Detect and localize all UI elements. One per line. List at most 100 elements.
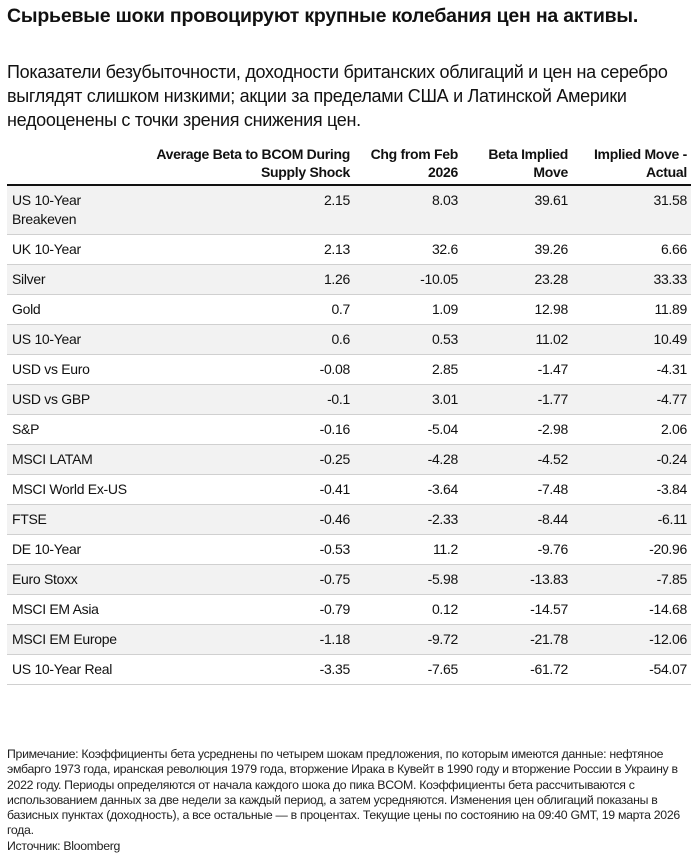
table-cell: -4.77 xyxy=(572,384,691,415)
table-row: Gold 0.7 1.09 12.98 11.89 xyxy=(7,294,691,325)
row-label: US 10-Year xyxy=(7,324,146,355)
table-cell: 2.15 xyxy=(146,185,354,235)
table-cell: 11.02 xyxy=(462,324,572,355)
table-cell: -2.33 xyxy=(354,504,462,535)
table-cell: -8.44 xyxy=(462,504,572,535)
table-cell: 1.09 xyxy=(354,294,462,325)
table-cell: -12.06 xyxy=(572,624,691,655)
table-row: Euro Stoxx -0.75 -5.98 -13.83 -7.85 xyxy=(7,564,691,595)
table-cell: -61.72 xyxy=(462,654,572,685)
row-label: UK 10-Year xyxy=(7,234,146,265)
row-label: MSCI EM Europe xyxy=(7,624,146,655)
table-cell: -2.98 xyxy=(462,414,572,445)
row-label: Euro Stoxx xyxy=(7,564,146,595)
table-row: MSCI EM Europe -1.18 -9.72 -21.78 -12.06 xyxy=(7,624,691,655)
table-cell: -0.46 xyxy=(146,504,354,535)
column-header: Average Beta to BCOM During Supply Shock xyxy=(146,145,354,186)
table-cell: -1.18 xyxy=(146,624,354,655)
table-cell: -13.83 xyxy=(462,564,572,595)
column-header: Implied Move - Actual xyxy=(572,145,691,186)
table-cell: 39.26 xyxy=(462,234,572,265)
table-row: FTSE -0.46 -2.33 -8.44 -6.11 xyxy=(7,504,691,535)
table-cell: -0.1 xyxy=(146,384,354,415)
table-cell: -4.28 xyxy=(354,444,462,475)
table-row: UK 10-Year 2.13 32.6 39.26 6.66 xyxy=(7,234,691,265)
table-cell: -14.57 xyxy=(462,594,572,625)
table-cell: 10.49 xyxy=(572,324,691,355)
table-row: DE 10-Year -0.53 11.2 -9.76 -20.96 xyxy=(7,534,691,565)
table-cell: 2.06 xyxy=(572,414,691,445)
row-label: DE 10-Year xyxy=(7,534,146,565)
table-cell: 39.61 xyxy=(462,185,572,235)
row-label: US 10-Year Breakeven xyxy=(7,185,146,235)
table-cell: -54.07 xyxy=(572,654,691,685)
column-header: Beta Implied Move xyxy=(462,145,572,186)
table-cell: 0.6 xyxy=(146,324,354,355)
table-cell: -5.04 xyxy=(354,414,462,445)
table-cell: -3.64 xyxy=(354,474,462,505)
table-cell: -14.68 xyxy=(572,594,691,625)
table-cell: 23.28 xyxy=(462,264,572,295)
row-label: MSCI LATAM xyxy=(7,444,146,475)
table-cell: 2.13 xyxy=(146,234,354,265)
table-cell: -0.08 xyxy=(146,354,354,385)
row-label: USD vs GBP xyxy=(7,384,146,415)
table-cell: -3.35 xyxy=(146,654,354,685)
table-cell: 0.53 xyxy=(354,324,462,355)
table-cell: 0.12 xyxy=(354,594,462,625)
table-row: MSCI EM Asia -0.79 0.12 -14.57 -14.68 xyxy=(7,594,691,625)
table-row: USD vs GBP -0.1 3.01 -1.77 -4.77 xyxy=(7,384,691,415)
table-row: US 10-Year 0.6 0.53 11.02 10.49 xyxy=(7,324,691,355)
row-label: MSCI EM Asia xyxy=(7,594,146,625)
table-cell: 1.26 xyxy=(146,264,354,295)
row-label: Gold xyxy=(7,294,146,325)
page-subtitle: Показатели безубыточности, доходности бр… xyxy=(7,62,668,130)
table-cell: -0.25 xyxy=(146,444,354,475)
table-cell: -9.72 xyxy=(354,624,462,655)
table-cell: 2.85 xyxy=(354,354,462,385)
table-row: US 10-Year Real -3.35 -7.65 -61.72 -54.07 xyxy=(7,654,691,685)
table-row: USD vs Euro -0.08 2.85 -1.47 -4.31 xyxy=(7,354,691,385)
row-label: USD vs Euro xyxy=(7,354,146,385)
table-cell: -0.41 xyxy=(146,474,354,505)
table-row: MSCI LATAM -0.25 -4.28 -4.52 -0.24 xyxy=(7,444,691,475)
table-cell: -4.52 xyxy=(462,444,572,475)
table-row: MSCI World Ex-US -0.41 -3.64 -7.48 -3.84 xyxy=(7,474,691,505)
table-cell: -9.76 xyxy=(462,534,572,565)
source-text: Источник: Bloomberg xyxy=(7,838,121,853)
row-label: S&P xyxy=(7,414,146,445)
table-cell: 32.6 xyxy=(354,234,462,265)
row-label: US 10-Year Real xyxy=(7,654,146,685)
table-cell: -1.47 xyxy=(462,354,572,385)
table-cell: 31.58 xyxy=(572,185,691,235)
row-label: MSCI World Ex-US xyxy=(7,474,146,505)
table-cell: -3.84 xyxy=(572,474,691,505)
table-cell: -0.24 xyxy=(572,444,691,475)
table-cell: -0.79 xyxy=(146,594,354,625)
row-label: Silver xyxy=(7,264,146,295)
table-cell: -7.85 xyxy=(572,564,691,595)
table-cell: 11.2 xyxy=(354,534,462,565)
table-cell: -10.05 xyxy=(354,264,462,295)
table-cell: -0.75 xyxy=(146,564,354,595)
table-cell: -7.48 xyxy=(462,474,572,505)
table-header-row: Average Beta to BCOM During Supply Shock… xyxy=(7,145,691,186)
data-table: Average Beta to BCOM During Supply Shock… xyxy=(7,145,691,685)
table-cell: -0.53 xyxy=(146,534,354,565)
table-row: US 10-Year Breakeven 2.15 8.03 39.61 31.58 xyxy=(7,185,691,235)
table-cell: 12.98 xyxy=(462,294,572,325)
table-cell: -6.11 xyxy=(572,504,691,535)
footnote-text: Примечание: Коэффициенты бета усреднены … xyxy=(7,747,680,838)
row-label: FTSE xyxy=(7,504,146,535)
column-header: Chg from Feb 2026 xyxy=(354,145,462,186)
table-row: Silver 1.26 -10.05 23.28 33.33 xyxy=(7,264,691,295)
footnote: Примечание: Коэффициенты бета усреднены … xyxy=(7,747,691,854)
page-title: Сырьевые шоки провоцируют крупные колеба… xyxy=(7,5,639,27)
table-cell: -0.16 xyxy=(146,414,354,445)
column-header xyxy=(7,145,146,186)
table-row: S&P -0.16 -5.04 -2.98 2.06 xyxy=(7,414,691,445)
table-cell: -20.96 xyxy=(572,534,691,565)
table-cell: -1.77 xyxy=(462,384,572,415)
table-cell: -4.31 xyxy=(572,354,691,385)
table-cell: 6.66 xyxy=(572,234,691,265)
